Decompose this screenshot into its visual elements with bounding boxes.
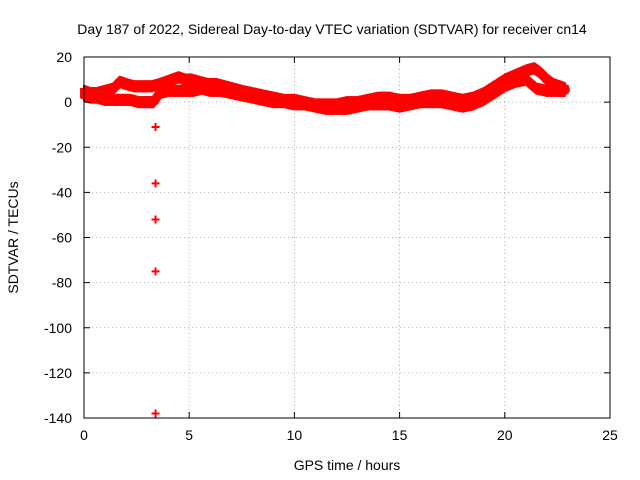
y-tick-label: -100 <box>44 320 72 336</box>
data-points <box>80 62 570 418</box>
y-axis-label: SDTVAR / TECUs <box>5 181 21 293</box>
y-tick-label: 20 <box>56 49 72 65</box>
outlier-point <box>151 122 160 131</box>
outlier-point <box>151 215 160 224</box>
outlier-point <box>151 179 160 188</box>
y-tick-label: -80 <box>52 275 72 291</box>
x-tick-label: 0 <box>80 427 88 443</box>
y-tick-label: 0 <box>64 94 72 110</box>
outlier-point <box>151 409 160 418</box>
grid-lines <box>84 57 610 418</box>
data-point <box>561 86 570 95</box>
y-tick-label: -140 <box>44 410 72 426</box>
y-tick-label: -40 <box>52 184 72 200</box>
axis-ticks: 0 5 10 15 20 25 20 0 -20 -40 -60 -80 -100 -120 -140 <box>44 49 618 443</box>
y-tick-label: -20 <box>52 139 72 155</box>
x-tick-label: 25 <box>602 427 618 443</box>
chart-title: Day 187 of 2022, Sidereal Day-to-day VTE… <box>77 21 587 37</box>
x-tick-label: 20 <box>497 427 513 443</box>
outlier-point <box>151 267 160 276</box>
x-tick-label: 5 <box>185 427 193 443</box>
x-tick-label: 10 <box>287 427 303 443</box>
x-tick-label: 15 <box>392 427 408 443</box>
x-axis-label: GPS time / hours <box>294 457 401 473</box>
y-tick-label: -60 <box>52 230 72 246</box>
y-tick-label: -120 <box>44 365 72 381</box>
